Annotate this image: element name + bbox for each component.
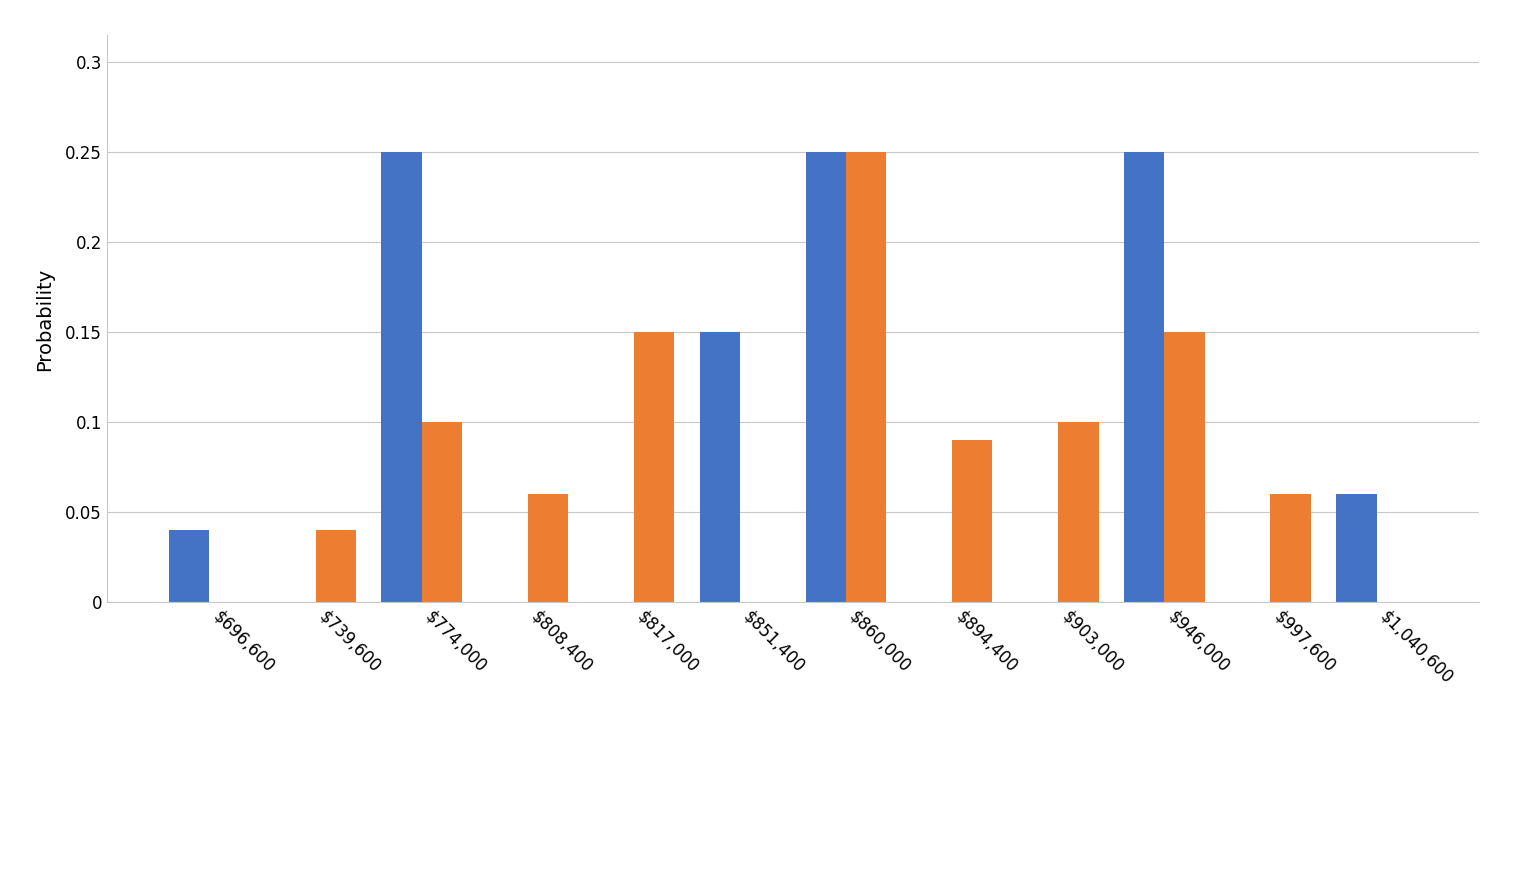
Bar (1270, 494, 1312, 602)
Y-axis label: Probability: Probability (35, 268, 53, 370)
Bar (421, 423, 462, 602)
Bar (805, 152, 846, 602)
Bar (846, 152, 886, 602)
Bar (700, 332, 740, 602)
Bar (381, 152, 421, 602)
Bar (1336, 494, 1377, 602)
Legend: Cash Market, Contract: Cash Market, Contract (636, 883, 950, 886)
Bar (1124, 152, 1165, 602)
Bar (952, 440, 993, 602)
Bar (316, 531, 355, 602)
Bar (634, 332, 674, 602)
Bar (1058, 423, 1098, 602)
Bar (528, 494, 569, 602)
Bar (1165, 332, 1205, 602)
Bar (169, 531, 209, 602)
